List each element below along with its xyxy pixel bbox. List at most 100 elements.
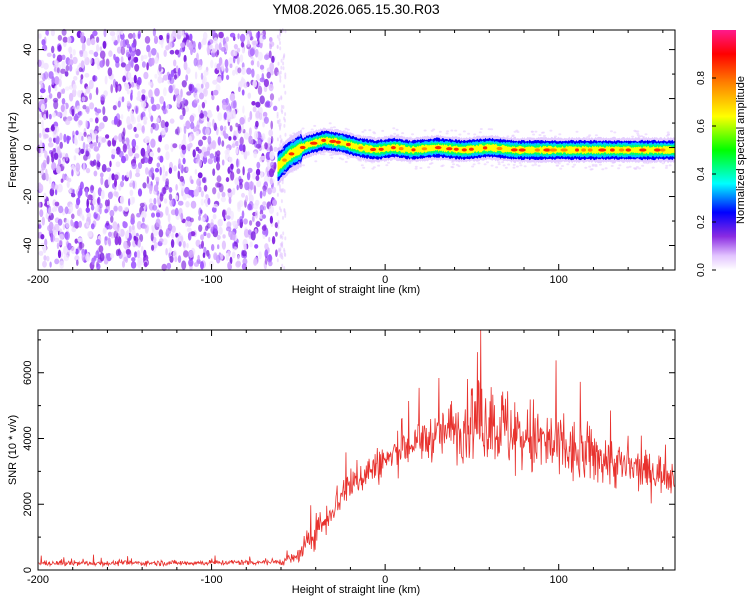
noise-blob [121, 174, 125, 182]
noise-blob [247, 40, 250, 48]
signal-peak [543, 148, 551, 152]
noise-blob [153, 35, 159, 44]
noise-blob [221, 191, 226, 198]
noise-blob [277, 61, 280, 66]
noise-blob [242, 105, 245, 114]
noise-blob [284, 112, 287, 117]
sidelobe-speckle [279, 179, 283, 182]
noise-blob [85, 150, 90, 157]
noise-blob [154, 73, 158, 79]
noise-blob [85, 143, 89, 150]
noise-blob [146, 144, 151, 154]
noise-blob [161, 128, 166, 136]
noise-blob [185, 120, 191, 130]
noise-blob [82, 104, 87, 110]
noise-blob [143, 261, 148, 268]
noise-blob [247, 167, 253, 174]
noise-blob [130, 261, 137, 269]
noise-blob [100, 94, 106, 101]
noise-blob [279, 41, 281, 45]
sidelobe-speckle [531, 164, 535, 167]
noise-blob [179, 114, 184, 120]
noise-blob [276, 212, 279, 217]
noise-blob [203, 88, 208, 97]
sidelobe-speckle [497, 163, 501, 166]
noise-blob [205, 194, 209, 200]
noise-blob [75, 162, 81, 172]
noise-blob [71, 169, 74, 177]
signal-band-3 [277, 134, 675, 175]
y-tick-label: 0 [22, 144, 34, 150]
noise-blob [268, 50, 272, 59]
noise-blob [156, 117, 160, 124]
y-tick-label: 2000 [22, 492, 34, 516]
sidelobe-speckle [401, 132, 405, 135]
sidelobe-speckle [558, 133, 562, 136]
sidelobe-speckle [338, 157, 342, 160]
noise-blob [243, 243, 248, 251]
noise-blob [107, 176, 111, 186]
noise-blob [190, 121, 195, 130]
noise-blob [278, 37, 281, 42]
noise-blob [236, 55, 240, 65]
noise-blob [75, 248, 79, 255]
noise-blob [189, 115, 195, 123]
sidelobe-speckle [534, 163, 538, 166]
noise-blob [279, 75, 282, 80]
noise-blob [239, 136, 244, 146]
noise-blob [235, 147, 239, 155]
sidelobe-speckle [297, 134, 301, 137]
noise-blob [142, 182, 147, 189]
sidelobe-speckle [344, 127, 348, 130]
noise-blob [249, 220, 253, 226]
noise-blob [237, 33, 240, 40]
noise-blob [212, 89, 219, 96]
noise-blob [60, 178, 64, 183]
signal-peak [288, 152, 295, 156]
sidelobe-speckle [419, 167, 423, 169]
noise-blob [68, 64, 73, 72]
noise-blob [181, 260, 187, 270]
noise-blob [120, 56, 124, 64]
noise-blob [253, 40, 259, 45]
noise-blob [118, 119, 122, 126]
snr-x-label: Height of straight line (km) [292, 584, 420, 596]
noise-blob [131, 81, 135, 88]
sidelobe-speckle [533, 161, 537, 164]
colorbar-tick-label: 0.0 [696, 263, 707, 277]
noise-blob [202, 135, 207, 141]
noise-blob [130, 92, 133, 101]
noise-blob [251, 68, 255, 78]
noise-blob [181, 144, 186, 151]
sidelobe-speckle [571, 165, 575, 168]
noise-blob [68, 189, 72, 195]
noise-blob [255, 110, 261, 119]
noise-blob [79, 31, 85, 37]
noise-blob [178, 30, 183, 36]
noise-blob [242, 144, 246, 153]
sidelobe-speckle [373, 132, 377, 135]
noise-blob [92, 75, 96, 82]
noise-blob [131, 224, 135, 231]
sidelobe-speckle [633, 129, 637, 132]
noise-blob [238, 86, 241, 93]
noise-blob [226, 147, 230, 155]
noise-blob [241, 89, 245, 96]
noise-blob [244, 181, 250, 191]
noise-blob [222, 101, 228, 111]
noise-blob [254, 210, 259, 219]
noise-blob [56, 146, 61, 155]
noise-blob [222, 234, 226, 239]
noise-blob [248, 201, 254, 211]
noise-blob [219, 125, 224, 131]
sidelobe-speckle [454, 135, 458, 138]
noise-blob [157, 199, 161, 205]
noise-blob [114, 115, 118, 125]
noise-blob [134, 251, 138, 258]
noise-blob [96, 198, 100, 204]
noise-blob [233, 49, 238, 57]
noise-blob [271, 55, 275, 64]
noise-blob [195, 130, 200, 136]
sidelobe-speckle [346, 157, 350, 160]
